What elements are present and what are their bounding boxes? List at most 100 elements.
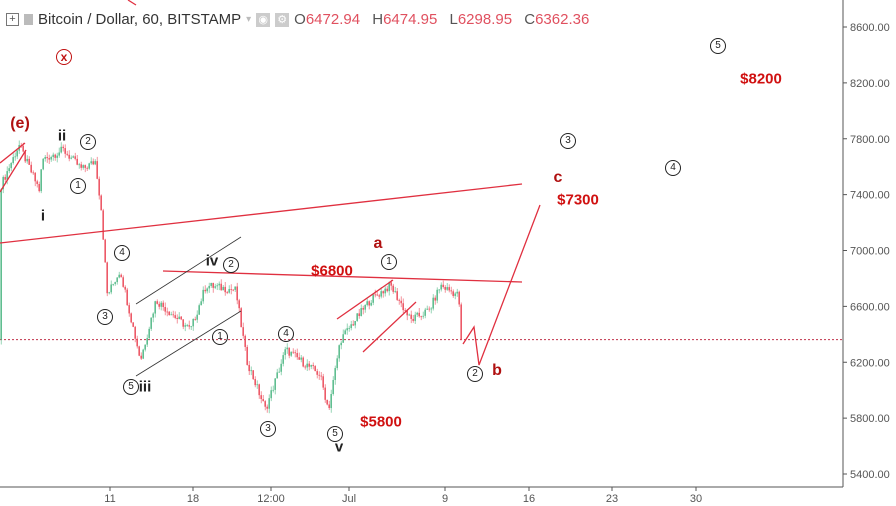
candle-body [264,401,266,407]
wave-label-c[interactable]: c [553,169,563,186]
candle [272,385,274,393]
candle-body [94,161,96,165]
candle-body [420,316,422,318]
candle-body [220,283,222,291]
candle [198,303,200,315]
candle-body [218,283,220,286]
symbol-title[interactable]: Bitcoin / Dollar, 60, BITSTAMP [38,11,242,28]
candle-body [388,282,390,292]
wave-circle-2[interactable]: 2 [80,134,96,150]
candle [152,312,154,323]
level-5800-label[interactable]: $5800 [360,413,402,431]
trend-line[interactable] [0,183,523,244]
candle [394,286,396,294]
candle-body [238,300,240,309]
wave-circle-2[interactable]: 2 [223,257,239,273]
target-8200-label[interactable]: $8200 [740,70,782,88]
candle-body [78,164,80,166]
candle-body [228,289,230,293]
candle [318,371,320,380]
candle [254,376,256,388]
candle [362,305,364,315]
wave-circle-5[interactable]: 5 [123,379,139,395]
candle [350,320,352,331]
candle [248,360,250,376]
wave-label-e[interactable]: (e) [10,115,30,132]
candle-body [48,158,50,160]
candle-body [200,301,202,306]
candle-body [236,286,238,301]
wave-label-b[interactable]: b [492,362,502,379]
candle-body [214,286,216,288]
wedge-lower-line[interactable] [362,301,417,353]
candle-body [52,154,54,157]
candle-body [256,384,258,386]
wave-label-iv[interactable]: iv [205,252,219,270]
wave-label-iii[interactable]: iii [138,378,152,396]
wave-circle-3[interactable]: 3 [97,309,113,325]
candle-body [362,308,364,310]
candle-body [382,291,384,294]
wave-circle-4[interactable]: 4 [665,160,681,176]
triangle-lower-line[interactable] [0,149,27,193]
offscreen-line[interactable] [127,0,137,6]
dropdown-caret-icon[interactable]: ▾ [246,14,252,25]
wave-label-v[interactable]: v [334,438,344,456]
candle-body [226,292,228,294]
candle-body [110,284,112,293]
candle [410,310,412,324]
wave-circle-5[interactable]: 5 [710,38,726,54]
wave-circle-2[interactable]: 2 [467,366,483,382]
candle [392,283,394,294]
candle [396,288,398,301]
wave-circle-4[interactable]: 4 [278,326,294,342]
wave-circle-3[interactable]: 3 [260,421,276,437]
gear-icon[interactable]: ⚙ [275,12,290,27]
candle [86,166,88,171]
candle-body [74,156,76,159]
projection-path[interactable] [462,204,541,366]
candle-body [130,313,132,323]
candle-body [254,379,256,386]
wave-label-i[interactable]: i [40,207,46,225]
target-7300-label[interactable]: $7300 [557,191,599,209]
wave-label-ii[interactable]: ii [57,127,67,145]
wave-circle-3[interactable]: 3 [560,133,576,149]
candle-body [38,183,40,192]
plus-box-icon[interactable]: + [6,13,19,26]
candle-body [356,313,358,321]
candle [356,312,358,322]
triangle-upper-line[interactable] [0,142,26,164]
candle-body [260,395,262,400]
candle [270,386,272,402]
candle [448,284,450,293]
wave-label-x[interactable]: x [56,49,72,65]
candle-body [312,365,314,367]
candle [124,285,126,293]
level-6800-label[interactable]: $6800 [311,262,353,280]
candle [52,152,54,161]
candle-body [440,284,442,290]
wave-circle-1[interactable]: 1 [381,254,397,270]
candle-body [120,274,122,278]
candle-body [6,171,8,180]
resistance-6800-line[interactable] [162,270,523,283]
candle [264,400,266,411]
candle [290,351,292,357]
candle [240,307,242,328]
wave-circle-4[interactable]: 4 [114,245,130,261]
candle [70,155,72,160]
wave-circle-5[interactable]: 5 [327,426,343,442]
channel-lower-line[interactable] [135,310,242,377]
candle-body [56,155,58,158]
wave-circle-1[interactable]: 1 [212,329,228,345]
candle-body [292,351,294,353]
channel-upper-line[interactable] [135,236,242,305]
candle [32,170,34,175]
wedge-upper-line[interactable] [336,279,394,320]
wave-label-a[interactable]: a [373,235,383,252]
eye-icon[interactable]: ◉ [256,12,271,27]
wave-circle-1[interactable]: 1 [70,178,86,194]
